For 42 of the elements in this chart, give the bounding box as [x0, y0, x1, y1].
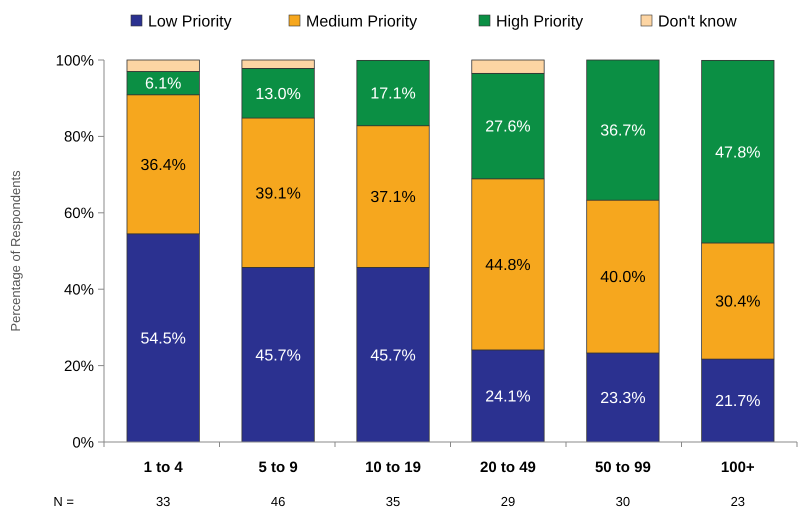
data-label: 27.6% [485, 118, 531, 136]
data-label: 6.1% [144, 76, 182, 93]
data-label: 13.0% [255, 86, 301, 103]
data-label: 21.7% [715, 393, 760, 410]
y-tick-label: 60% [64, 205, 94, 222]
x-tick-label: 5 to 9 [258, 459, 298, 476]
data-label: 36.7% [600, 122, 646, 140]
data-label: 37.1% [370, 189, 416, 206]
x-tick-label: 10 to 19 [365, 459, 421, 476]
data-label: 45.7% [370, 347, 416, 364]
y-tick-label: 0% [72, 434, 94, 452]
data-label: 30.4% [715, 294, 760, 311]
x-tick-label: 1 to 4 [144, 459, 184, 476]
text: 30 [616, 494, 630, 509]
y-tick-label: 40% [64, 281, 94, 298]
text: 33 [156, 494, 170, 509]
text: 35 [386, 494, 400, 509]
legend-label: Don't know [658, 14, 738, 31]
data-label: 17.1% [370, 86, 416, 103]
data-label: 24.1% [485, 388, 531, 406]
text: N = [53, 494, 74, 509]
data-label: 40.0% [600, 269, 646, 286]
legend-label: Low Priority [148, 14, 232, 31]
x-tick-label: 100+ [720, 459, 755, 476]
legend-label: Medium Priority [306, 14, 418, 31]
y-axis-title: Percentage of Respondents [8, 170, 23, 332]
y-tick-label: 100% [56, 52, 94, 70]
y-tick-label: 80% [64, 128, 94, 146]
text: 23 [730, 494, 746, 509]
x-tick-label: 20 to 49 [480, 459, 536, 476]
data-label: 36.4% [140, 156, 186, 174]
data-label: 23.3% [600, 390, 646, 408]
data-label: 54.5% [140, 330, 186, 348]
text: 29 [500, 494, 516, 509]
y-tick-label: 20% [64, 358, 94, 375]
x-tick-label: 50 to 99 [594, 459, 651, 476]
data-label: 47.8% [715, 144, 760, 162]
data-label: 44.8% [485, 256, 531, 274]
data-label: 39.1% [255, 185, 301, 202]
data-label: 45.7% [255, 347, 301, 364]
legend-label: High Priority [496, 14, 584, 31]
text: 46 [270, 494, 286, 509]
